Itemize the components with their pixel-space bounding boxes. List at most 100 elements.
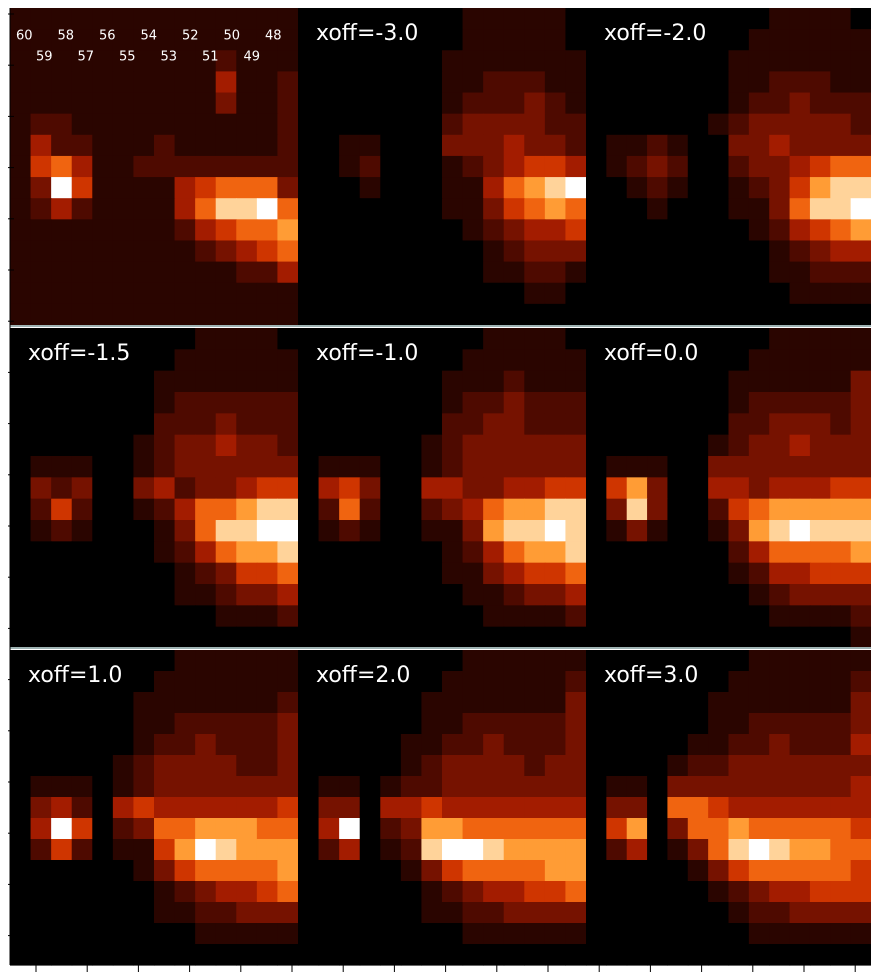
heatmap-cell [319,818,340,840]
heatmap-cell [565,860,586,882]
heatmap-cell [769,50,790,72]
heatmap-cell [51,902,72,924]
heatmap-cell [627,240,648,262]
heatmap-cell [606,860,627,882]
heatmap-cell [769,797,790,819]
heatmap-cell [421,156,442,178]
heatmap-cell [810,605,831,627]
heatmap-cell [31,456,52,478]
heatmap-cell [749,349,770,371]
heatmap-cell [790,520,811,542]
heatmap-cell [688,734,709,756]
heatmap-cell [769,713,790,735]
heatmap-cell [545,392,566,414]
heatmap-cell [10,304,31,326]
heatmap-cell [360,93,381,115]
heatmap-cell [10,520,31,542]
heatmap-cell [277,114,298,136]
heatmap-cell [421,477,442,499]
heatmap-cell [319,93,340,115]
heatmap-cell [545,93,566,115]
heatmap-cell [586,818,607,840]
heatmap-cell [749,328,770,350]
heatmap-cell [708,692,729,714]
heatmap-cell [606,776,627,798]
heatmap-cell [545,219,566,241]
heatmap-cell [688,392,709,414]
heatmap-cell [421,520,442,542]
heatmap-cell [688,755,709,777]
heatmap-cell [175,650,196,672]
heatmap-cell [790,349,811,371]
heatmap-cell [277,8,298,30]
heatmap-cell [729,839,750,861]
heatmap-cell [133,944,154,966]
heatmap-cell [113,283,134,305]
channel-label: 52 [182,29,199,44]
heatmap-cell [565,776,586,798]
heatmap-cell [790,198,811,220]
heatmap-cell [790,283,811,305]
heatmap-cell [113,627,134,649]
heatmap-cell [627,499,648,521]
heatmap-cell [298,499,319,521]
figure: 60585654525048595755535149xoff=-3.0xoff=… [0,0,871,977]
heatmap-cell [606,692,627,714]
heatmap-cell [545,456,566,478]
heatmap-cell [442,944,463,966]
heatmap-cell [810,328,831,350]
heatmap-cell [442,713,463,735]
heatmap-cell [442,650,463,672]
heatmap-cell [586,520,607,542]
heatmap-cell [688,304,709,326]
heatmap-cell [524,797,545,819]
heatmap-cell [421,198,442,220]
heatmap-cell [133,520,154,542]
heatmap-cell [586,240,607,262]
heatmap-cell [851,692,871,714]
heatmap-cell [504,902,525,924]
heatmap-cell [421,177,442,199]
heatmap-cell [830,8,851,30]
heatmap-cell [401,135,422,157]
heatmap-cell [10,219,31,241]
heatmap-cell [851,902,871,924]
heatmap-cell [92,392,113,414]
heatmap-cell [729,713,750,735]
heatmap-cell [380,923,401,945]
heatmap-cell [565,349,586,371]
heatmap-cell [380,755,401,777]
heatmap-cell [236,584,257,606]
heatmap-cell [113,692,134,714]
heatmap-cell [524,304,545,326]
heatmap-cell [380,499,401,521]
heatmap-cell [216,283,237,305]
heatmap-cell [504,177,525,199]
heatmap-cell [401,627,422,649]
heatmap-cell [524,605,545,627]
heatmap-cell [790,881,811,903]
heatmap-cell [51,776,72,798]
heatmap-cell [216,902,237,924]
heatmap-cell [72,797,93,819]
heatmap-cell [236,435,257,457]
heatmap-cell [810,563,831,585]
heatmap-cell [586,371,607,393]
heatmap-cell [524,477,545,499]
heatmap-cell [463,219,484,241]
heatmap-cell [545,435,566,457]
heatmap-cell [360,262,381,284]
heatmap-cell [667,219,688,241]
heatmap-cell [769,477,790,499]
heatmap-cell [545,499,566,521]
heatmap-cell [195,860,216,882]
heatmap-cell [277,177,298,199]
heatmap-cell [92,584,113,606]
heatmap-cell [769,71,790,93]
heatmap-cell [524,818,545,840]
heatmap-cell [504,392,525,414]
heatmap-cell [708,520,729,542]
heatmap-cell [810,219,831,241]
heatmap-cell [463,435,484,457]
heatmap-cell [483,839,504,861]
